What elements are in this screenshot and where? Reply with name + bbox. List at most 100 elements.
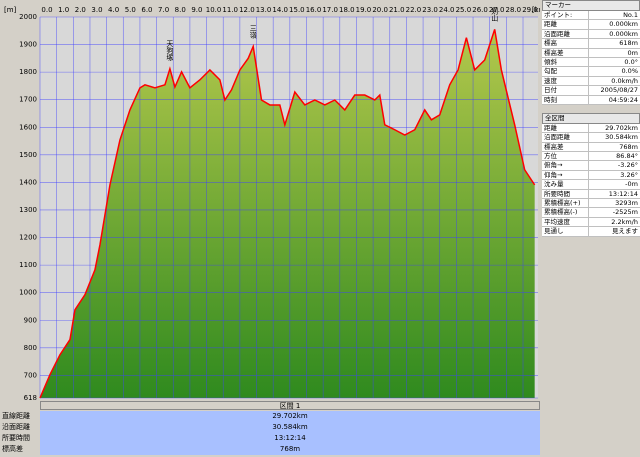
x-tick-label: 8.0 [175, 6, 186, 14]
row-value: 0.0% [621, 67, 638, 76]
info-row: 所要時間 13:12:14 [542, 189, 640, 200]
row-value: 見えます [612, 227, 638, 236]
info-row: 距離 0.000km [542, 20, 640, 30]
x-tick-label: 21.0 [389, 6, 405, 14]
row-label: 沿面距離 [2, 423, 30, 431]
row-label: 標高 [542, 39, 589, 48]
row-value: 0.0km/h [611, 76, 638, 85]
row-label: 累積標高(+) [542, 199, 589, 208]
x-tick-label: 15.0 [289, 6, 305, 14]
row-label: 勾配 [542, 67, 589, 76]
x-tick-label: 9.0 [191, 6, 202, 14]
row-value: -3.26° [617, 161, 638, 170]
row-label: 時刻 [542, 95, 589, 104]
row-value: 768m [619, 142, 638, 151]
info-row: 標高 618m [542, 39, 640, 49]
info-row: 沈み量 -0m [542, 180, 640, 190]
row-value: 86.84° [616, 152, 638, 161]
section-title: 区間 1 [40, 401, 540, 410]
x-tick-label: 3.0 [91, 6, 102, 14]
row-value: 2.2km/h [611, 217, 638, 226]
row-label: 沿面距離 [542, 29, 589, 39]
x-tick-label: 28.0 [506, 6, 522, 14]
row-value: 768m [40, 444, 540, 455]
info-row: 仰角→ 3.26° [542, 170, 640, 181]
row-label: 標高差 [2, 445, 23, 453]
row-value: 04:59:24 [608, 95, 638, 104]
row-label: 累積標高(-) [542, 208, 589, 217]
x-tick-label: 5.0 [125, 6, 136, 14]
row-label: 傾斜 [542, 57, 589, 67]
side-panel: マーカー ポイント: No.1 距離 0.000km 沿面距離 0.000km 標高 618m 標… [542, 0, 640, 457]
info-row: 方位 86.84° [542, 152, 640, 162]
row-label: 方位 [542, 152, 589, 161]
row-label: 日付 [542, 86, 589, 95]
row-label: 沿面距離 [542, 133, 589, 142]
x-tick-label: 10.0 [206, 6, 222, 14]
row-label: 直線距離 [2, 412, 30, 420]
row-value: 2005/08/27 [600, 86, 638, 95]
section-row: 所要時間 13:12:14 [0, 433, 540, 444]
y-tick-label: 1900 [19, 41, 37, 49]
annotation: 剣山 [491, 7, 499, 22]
y-tick-label: 1600 [19, 123, 37, 131]
row-label: 標高差 [542, 48, 589, 57]
section-panel: 区間 1 直線距離 29.702km 沿面距離 30.584km 所要時間 13:12:14… [0, 401, 540, 457]
x-tick-label: 22.0 [406, 6, 422, 14]
row-value: 0m [627, 48, 638, 57]
info-row: 累積標高(-) -2525m [542, 208, 640, 218]
info-row: ポイント: No.1 [542, 11, 640, 21]
x-unit: [km] [532, 6, 540, 14]
section-row: 標高差 768m [0, 444, 540, 455]
x-tick-label: 6.0 [141, 6, 152, 14]
row-label: 所要時間 [2, 434, 30, 442]
info-row: 時刻 04:59:24 [542, 95, 640, 105]
row-label: 見通し [542, 227, 589, 236]
annotation: 天狗塚 [166, 40, 174, 62]
x-tick-label: 18.0 [339, 6, 355, 14]
y-unit: [m] [4, 6, 17, 14]
x-tick-label: 1.0 [58, 6, 69, 14]
x-tick-label: 17.0 [322, 6, 338, 14]
y-tick-label: 2000 [19, 13, 37, 21]
row-value: 0.000km [609, 20, 638, 29]
y-tick-label: 1000 [19, 289, 37, 297]
row-label: 所要時間 [542, 189, 589, 199]
y-tick-label: 1100 [19, 261, 37, 269]
area [40, 29, 535, 398]
row-label: 速度 [542, 76, 589, 86]
row-label: 俯角→ [542, 161, 589, 170]
x-tick-label: 20.0 [372, 6, 388, 14]
y-tick-label: 1500 [19, 151, 37, 159]
info-row: 傾斜 0.0° [542, 57, 640, 68]
y-tick-label: 1300 [19, 206, 37, 214]
x-tick-label: 24.0 [439, 6, 455, 14]
y-tick-label: 900 [24, 316, 37, 324]
info-row: 速度 0.0km/h [542, 76, 640, 87]
x-tick-label: 11.0 [222, 6, 238, 14]
row-value: -0m [625, 180, 638, 189]
info-section: 全区間 距離 29.702km 沿面距離 30.584km 標高差 768m 方位 86.84°… [542, 112, 640, 237]
y-tick-label: 1700 [19, 96, 37, 104]
chart: [m] [km] 618 700 800 900 1000 1100 1200 1300 140… [4, 6, 540, 400]
row-label: 距離 [542, 20, 589, 29]
info-section: マーカー ポイント: No.1 距離 0.000km 沿面距離 0.000km 標高 618m 標… [542, 0, 640, 105]
line [39, 29, 536, 399]
row-value: 13:12:14 [608, 189, 638, 198]
y-tick-label: 1400 [19, 178, 37, 186]
x-tick-label: 13.0 [256, 6, 272, 14]
row-value: 30.584km [40, 422, 540, 433]
x-tick-label: 23.0 [422, 6, 438, 14]
row-value: 13:12:14 [40, 433, 540, 444]
y-tick-label: 700 [24, 371, 37, 379]
x-tick-label: 26.0 [472, 6, 488, 14]
y-tick-label: 1800 [19, 68, 37, 76]
row-label: ポイント: [542, 11, 589, 20]
x-tick-label: 2.0 [75, 6, 86, 14]
row-label: 仰角→ [542, 170, 589, 180]
y-tick-label: 800 [24, 344, 37, 352]
section-row: 沿面距離 30.584km [0, 422, 540, 433]
row-label: 平均速度 [542, 217, 589, 227]
info-row: 勾配 0.0% [542, 67, 640, 77]
